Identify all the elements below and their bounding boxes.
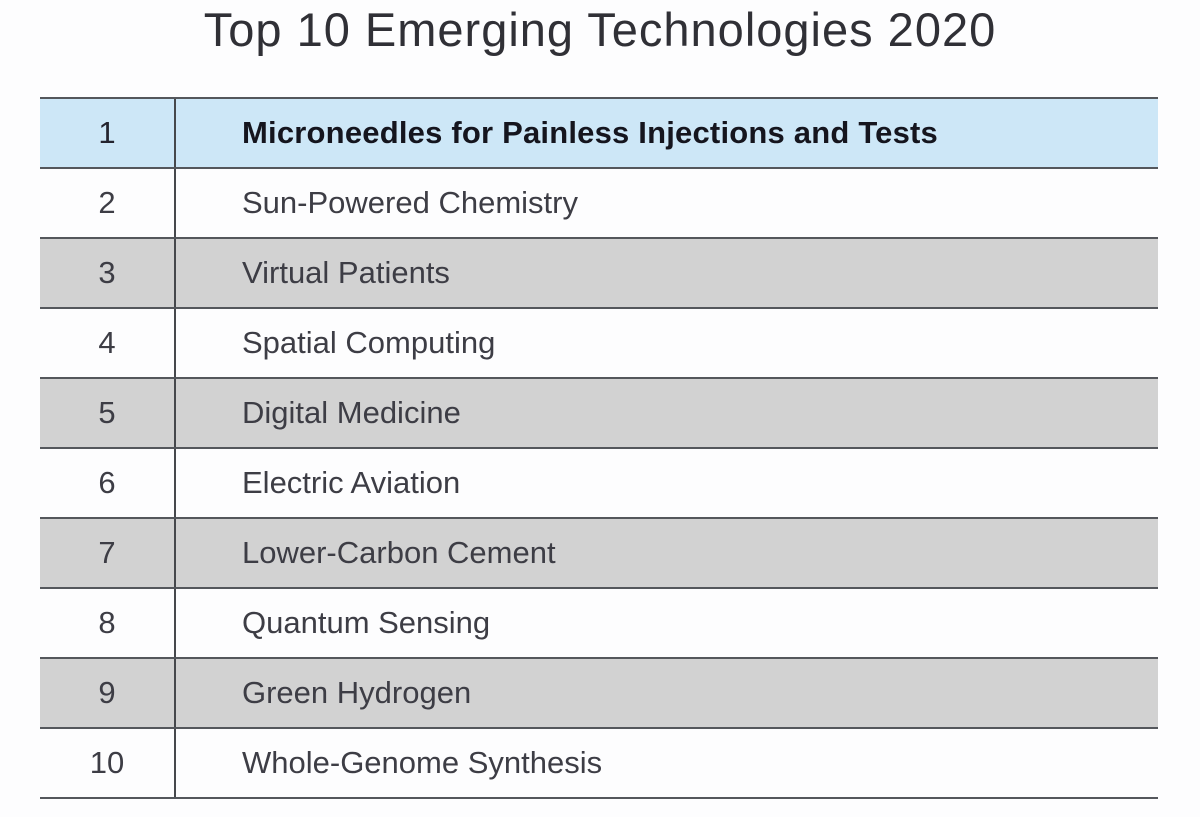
technology-cell: Spatial Computing (242, 325, 496, 360)
technology-cell: Whole-Genome Synthesis (242, 745, 603, 780)
page-title: Top 10 Emerging Technologies 2020 (203, 3, 997, 56)
rank-cell: 7 (40, 519, 176, 587)
table-row: 1 Microneedles for Painless Injections a… (40, 99, 1158, 169)
table-row: 5 Digital Medicine (40, 379, 1158, 449)
technology-cell: Digital Medicine (242, 395, 461, 430)
technology-cell: Sun-Powered Chemistry (242, 185, 578, 220)
technology-cell: Quantum Sensing (242, 605, 491, 640)
table-row: 7 Lower-Carbon Cement (40, 519, 1158, 589)
table-row: 3 Virtual Patients (40, 239, 1158, 309)
rank-cell: 10 (40, 729, 176, 797)
table-row: 8 Quantum Sensing (40, 589, 1158, 659)
rank-cell: 6 (40, 449, 176, 517)
rank-cell: 2 (40, 169, 176, 237)
rank-cell: 4 (40, 309, 176, 377)
ranking-table: 1 Microneedles for Painless Injections a… (40, 97, 1158, 799)
technology-cell: Lower-Carbon Cement (242, 535, 556, 570)
technology-cell: Green Hydrogen (242, 675, 472, 710)
table-row: 6 Electric Aviation (40, 449, 1158, 519)
table-row: 2 Sun-Powered Chemistry (40, 169, 1158, 239)
technology-cell: Virtual Patients (242, 255, 450, 290)
table-row: 4 Spatial Computing (40, 309, 1158, 379)
rank-cell: 8 (40, 589, 176, 657)
rank-cell: 1 (40, 99, 176, 167)
table-row: 9 Green Hydrogen (40, 659, 1158, 729)
rank-cell: 5 (40, 379, 176, 447)
rank-cell: 9 (40, 659, 176, 727)
table-row: 10 Whole-Genome Synthesis (40, 729, 1158, 799)
technology-cell: Electric Aviation (242, 465, 461, 500)
technology-cell: Microneedles for Painless Injections and… (242, 115, 938, 150)
rank-cell: 3 (40, 239, 176, 307)
